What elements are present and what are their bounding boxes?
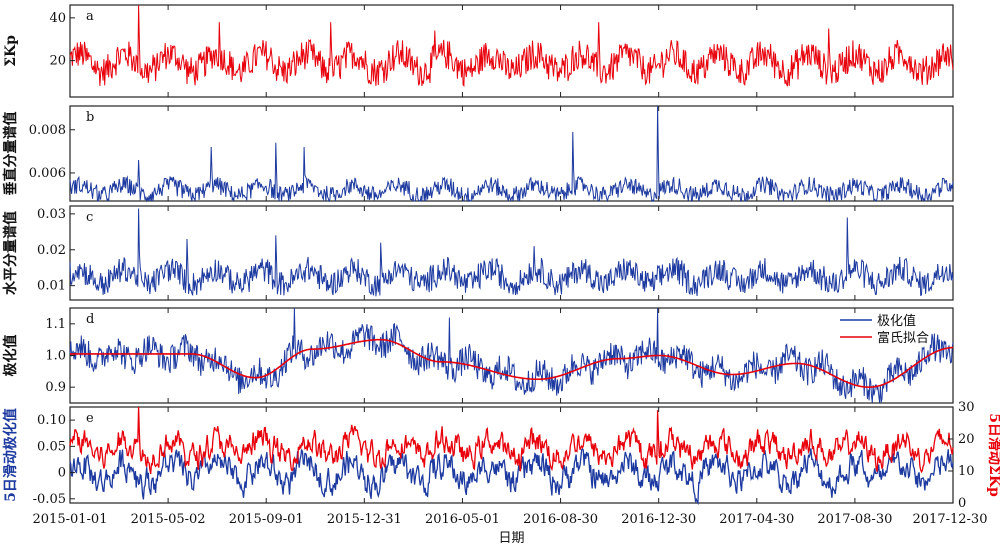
panel-label: c [86,210,93,225]
x-axis-label: 日期 [498,531,524,546]
y-tick-label-right: 20 [958,432,975,447]
y-tick-label-right: 10 [958,464,975,479]
series-line-b [69,105,954,203]
y-tick-label: 20 [49,54,66,69]
panel-frame-e [69,406,954,504]
y-tick-label: 0.10 [37,413,66,428]
y-tick-label: 0.03 [37,207,66,222]
y-tick-label: 0.01 [37,279,66,294]
panel-label: e [86,411,94,426]
panel-label: b [86,110,94,125]
panel-frame-c [69,205,954,301]
series-line-a [69,4,954,87]
y-tick-label: -0.05 [33,492,66,507]
x-tick-label: 2016-08-30 [523,512,598,527]
y-tick-label: 0.02 [37,243,66,258]
x-tick-label: 2015-01-01 [33,512,108,527]
series-line-5day-polarization [69,447,954,506]
series-line-c [69,208,954,297]
y-tick-label: 1.1 [45,317,66,332]
series-line-fourier-fit [70,338,953,388]
series-line-5day-kp [69,406,954,475]
y-tick-label: 0 [58,466,66,481]
y-tick-label-right: 0 [958,496,966,511]
legend-entry: 富氏拟合 [877,330,929,346]
y-tick-label: 1.0 [45,349,66,364]
panel-label: d [86,312,94,327]
y-axis-label: 水平分量谱值 [2,211,19,295]
y-tick-label: 0.9 [45,380,66,395]
y-axis-label: 极化值 [2,335,19,377]
panel-frame-b [69,105,954,202]
y-tick-label: 0.008 [29,123,66,138]
x-tick-label: 2017-04-30 [719,512,794,527]
legend-entry: 极化值 [877,313,916,329]
y-tick-label: 0.05 [37,439,66,454]
x-tick-label: 2016-05-01 [425,512,500,527]
panel-label: a [86,9,94,24]
y-axis-label-right: 5日滑动ΣKp [986,413,1000,497]
panel-frame-a [69,4,954,98]
x-tick-label: 2016-12-30 [621,512,696,527]
x-tick-label: 2015-09-01 [229,512,304,527]
x-tick-label: 2015-05-02 [131,512,206,527]
x-tick-label: 2015-12-31 [327,512,402,527]
x-tick-label: 2017-12-30 [913,512,988,527]
y-tick-label: 0.006 [29,166,66,181]
y-axis-label: 垂直分量谱值 [2,112,19,196]
y-axis-label: 5日滑动极化值 [2,408,19,502]
y-axis-label: ΣKp [3,35,19,67]
y-tick-label: 40 [49,11,66,26]
y-tick-label-right: 30 [958,400,975,415]
x-tick-label: 2017-08-30 [817,512,892,527]
